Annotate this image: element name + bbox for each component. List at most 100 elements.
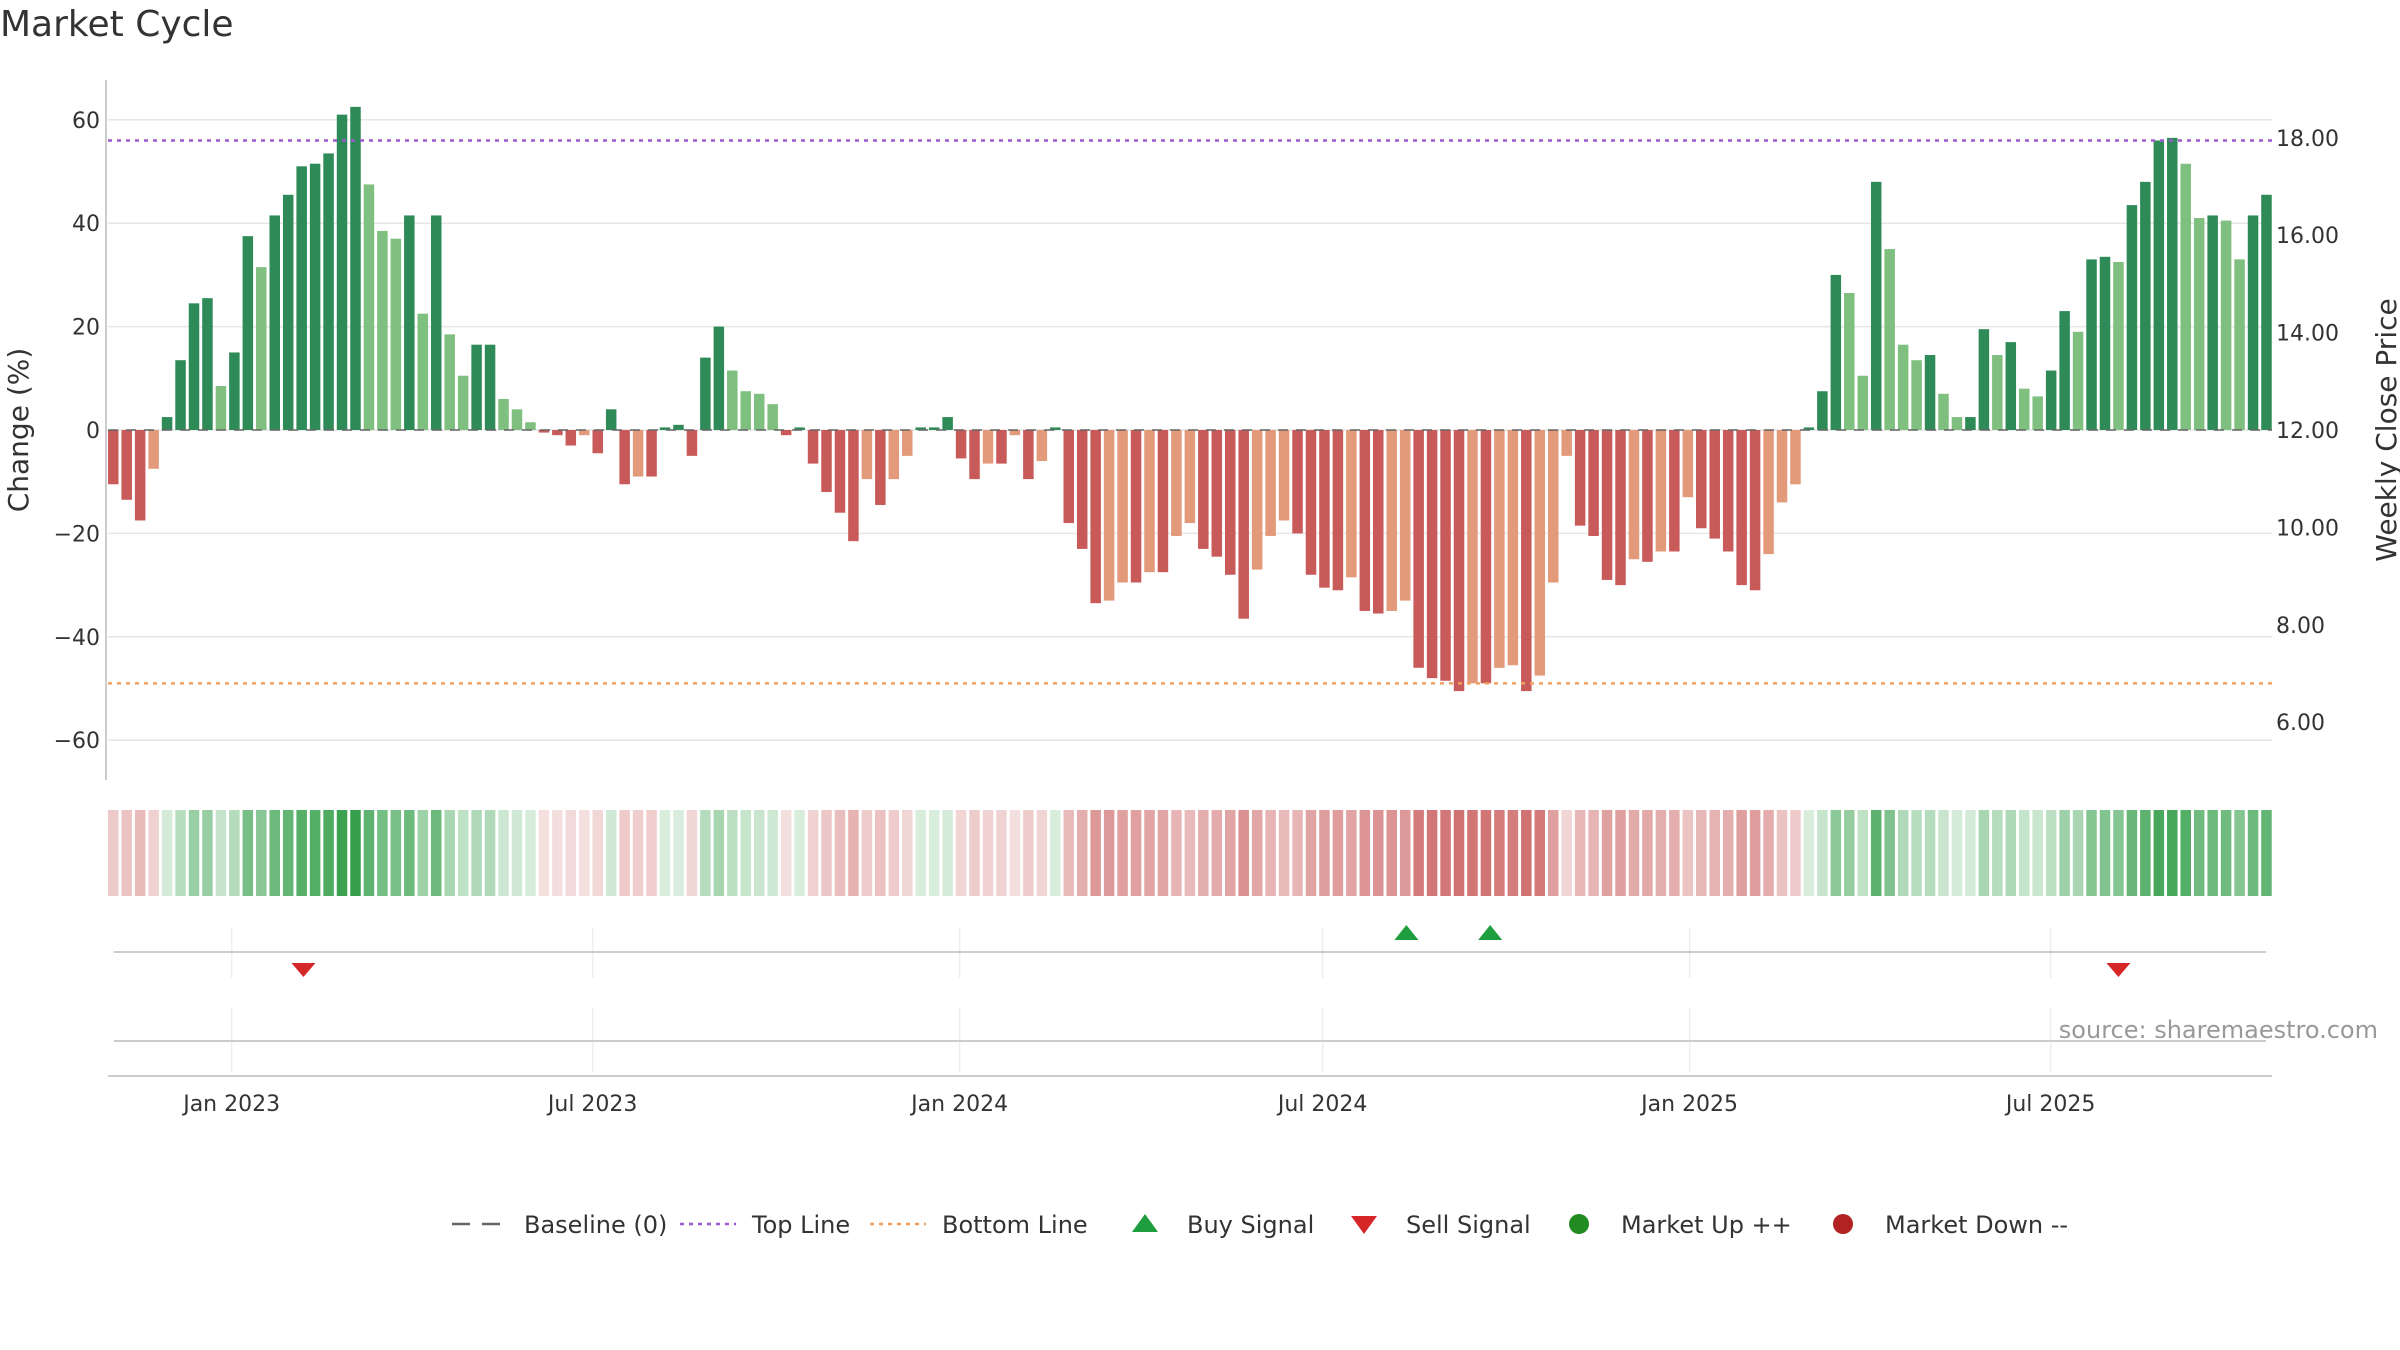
bar (1601, 430, 1613, 580)
reference-lines (108, 139, 2272, 685)
heat-cell (848, 810, 859, 896)
x-tick-label: Jul 2025 (2004, 1092, 2096, 1117)
bar (928, 427, 940, 430)
bar (269, 215, 280, 430)
heat-cell (646, 810, 657, 896)
bar (161, 417, 173, 430)
heat-cell (175, 810, 186, 896)
bar (848, 430, 859, 542)
heat-cell (215, 810, 227, 896)
heat-cell (309, 810, 321, 896)
bar (1870, 181, 1882, 430)
bar (1547, 430, 1559, 583)
bar (807, 430, 819, 464)
heat-cell (457, 810, 469, 896)
heat-cell (336, 810, 348, 896)
bar (579, 430, 590, 436)
bar (1722, 430, 1734, 552)
heat-cell (1453, 810, 1465, 896)
bar (969, 430, 980, 480)
heat-cell (1023, 810, 1034, 896)
heat-cell (2207, 810, 2218, 896)
bar (484, 344, 496, 430)
heat-cell (134, 810, 146, 896)
bar (1938, 393, 1949, 430)
heat-cell (1117, 810, 1128, 896)
bar (121, 430, 132, 500)
heat-cell (2220, 810, 2232, 896)
heat-cell (605, 810, 617, 896)
heat-cell (579, 810, 590, 896)
bar (646, 430, 657, 477)
heat-cell (1332, 810, 1344, 896)
heat-cell (1642, 810, 1653, 896)
bar (1480, 430, 1492, 684)
legend: Baseline (0) Top Line Bottom Line Buy Signa… (452, 1211, 2068, 1239)
heat-cell (996, 810, 1007, 896)
heat-cell (161, 810, 173, 896)
bar (2261, 194, 2272, 430)
bar (2220, 220, 2232, 430)
heat-cell (1346, 810, 1357, 896)
heat-cell (1009, 810, 1021, 896)
bar (780, 430, 792, 436)
heat-cell (861, 810, 873, 896)
bar (2140, 181, 2151, 430)
bar (1036, 430, 1048, 462)
y-tick-label: 0 (86, 419, 100, 444)
legend-label: Top Line (751, 1211, 850, 1239)
heat-cell (2193, 810, 2205, 896)
bar (1790, 430, 1801, 485)
bar (1965, 417, 1976, 430)
heat-cell (1278, 810, 1290, 896)
heat-cell (1265, 810, 1276, 896)
heat-cell (1184, 810, 1196, 896)
bar (1373, 430, 1384, 614)
bar (134, 430, 146, 521)
heat-cell (511, 810, 523, 896)
legend-label: Market Down -- (1885, 1211, 2068, 1239)
bar (538, 430, 550, 433)
heat-cell (2005, 810, 2017, 896)
bar (1507, 430, 1519, 666)
legend-swatch (1569, 1214, 1589, 1234)
heat-cell (282, 810, 294, 896)
legend-item: Market Up ++ (1569, 1211, 1792, 1239)
bar (511, 409, 523, 430)
heat-cell (1103, 810, 1115, 896)
heat-cell (1292, 810, 1303, 896)
heat-cell (2045, 810, 2057, 896)
heat-cell (1817, 810, 1828, 896)
bar (377, 230, 388, 430)
legend-item: Market Down -- (1833, 1211, 2068, 1239)
heat-cell (323, 810, 334, 896)
y2-tick-label: 10.00 (2276, 516, 2339, 541)
y2-axis-title: Weekly Close Price (2370, 298, 2400, 561)
bar (1050, 427, 1061, 430)
heat-cell (875, 810, 886, 896)
bar (1494, 430, 1505, 668)
bar (1063, 430, 1074, 524)
heat-cell (1655, 810, 1667, 896)
legend-swatch (1132, 1214, 1158, 1232)
bar (1709, 430, 1720, 539)
heat-cell (1749, 810, 1761, 896)
heat-cell (1050, 810, 1061, 896)
heat-cell (1830, 810, 1842, 896)
heat-cell (1090, 810, 1101, 896)
bar (309, 163, 321, 430)
heat-cell (1601, 810, 1613, 896)
heat-cell (1857, 810, 1868, 896)
heat-cell (619, 810, 630, 896)
heat-cell (296, 810, 307, 896)
heat-cell (377, 810, 388, 896)
heat-cell (686, 810, 698, 896)
heat-cell (148, 810, 159, 896)
heat-cell (2261, 810, 2272, 896)
bar (767, 404, 778, 430)
heat-cell (807, 810, 819, 896)
heat-cell (982, 810, 994, 896)
bar (444, 334, 455, 430)
bar (821, 430, 832, 493)
y2-tick-label: 14.00 (2276, 322, 2339, 347)
